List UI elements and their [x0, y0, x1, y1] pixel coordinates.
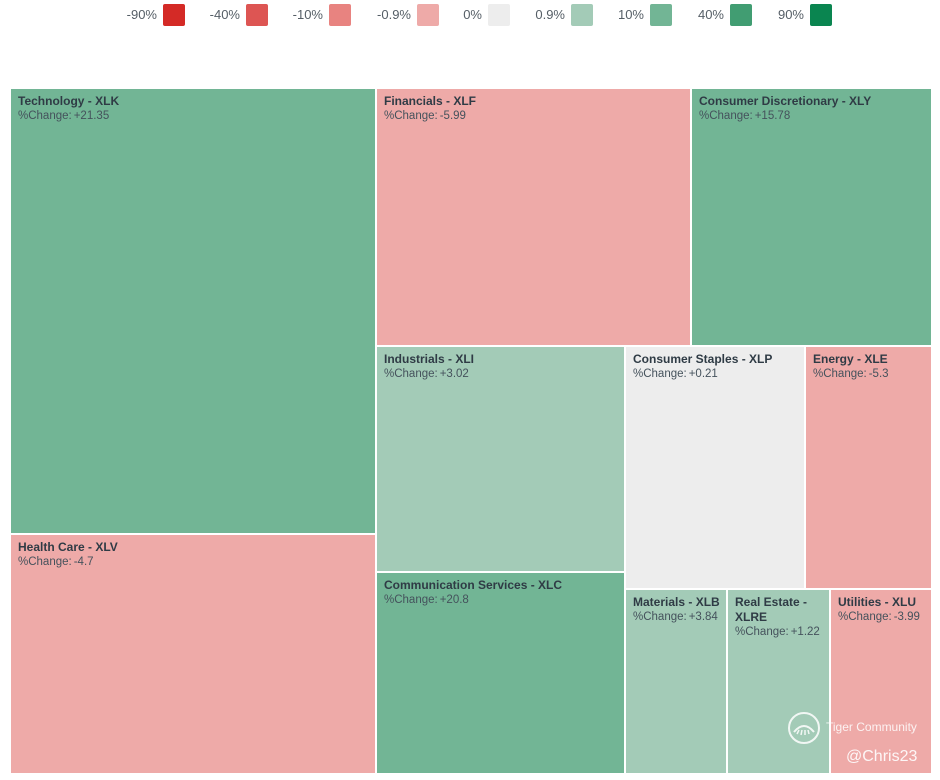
- tile-consumer-staples[interactable]: Consumer Staples - XLP %Change: +0.21: [625, 346, 805, 589]
- tile-name: Technology - XLK: [18, 94, 120, 108]
- change-label: %Change:: [633, 611, 687, 623]
- legend-label: -90%: [126, 7, 157, 22]
- tile-change: %Change: +15.78: [699, 109, 790, 123]
- legend-swatch: [417, 4, 439, 26]
- change-label: %Change:: [838, 611, 892, 623]
- tile-name: Materials - XLB: [633, 595, 720, 609]
- change-label: %Change:: [384, 594, 438, 606]
- change-value: -3.99: [893, 611, 920, 623]
- change-label: %Change:: [18, 556, 72, 568]
- change-value: +3.84: [688, 611, 718, 623]
- change-label: %Change:: [735, 626, 789, 638]
- legend-swatch: [329, 4, 351, 26]
- legend-item: 90%: [712, 4, 832, 26]
- legend-item: -0.9%: [319, 4, 439, 26]
- legend-label: -0.9%: [377, 7, 411, 22]
- legend-item: 40%: [632, 4, 752, 26]
- change-value: +0.21: [688, 368, 718, 380]
- watermark-handle: @Chris23: [846, 748, 918, 765]
- change-label: %Change:: [699, 110, 753, 122]
- tile-change: %Change: -3.99: [838, 610, 920, 624]
- legend-label: 0.9%: [535, 7, 565, 22]
- legend-label: 10%: [617, 7, 644, 22]
- legend-item: -90%: [65, 4, 185, 26]
- tile-change: %Change: +20.8: [384, 593, 469, 607]
- tile-name: Communication Services - XLC: [384, 578, 563, 592]
- legend-swatch: [810, 4, 832, 26]
- legend-label: 0%: [463, 7, 482, 22]
- tile-consumer-discretionary[interactable]: Consumer Discretionary - XLY %Change: +15…: [691, 88, 932, 346]
- change-label: %Change:: [813, 368, 867, 380]
- color-legend: -90% -40% -10% -0.9% 0% 0.9% 10% 40% 90%: [0, 0, 940, 32]
- tile-change: %Change: +21.35: [18, 109, 109, 123]
- legend-swatch: [488, 4, 510, 26]
- tile-utilities[interactable]: Utilities - XLU %Change: -3.99: [830, 589, 932, 774]
- legend-item: 0%: [390, 4, 510, 26]
- change-value: +21.35: [73, 110, 110, 122]
- legend-label: -10%: [292, 7, 323, 22]
- tile-name: Consumer Discretionary - XLY: [699, 94, 872, 108]
- tile-real-estate[interactable]: Real Estate - XLRE %Change: +1.22: [727, 589, 830, 774]
- tile-name: Utilities - XLU: [838, 595, 917, 609]
- tile-name: Real Estate - XLRE: [735, 595, 808, 624]
- tile-change: %Change: -5.3: [813, 367, 889, 381]
- tile-energy[interactable]: Energy - XLE %Change: -5.3: [805, 346, 932, 589]
- legend-swatch: [246, 4, 268, 26]
- change-value: +20.8: [439, 594, 469, 606]
- legend-label: -40%: [209, 7, 240, 22]
- tile-industrials[interactable]: Industrials - XLI %Change: +3.02: [376, 346, 625, 572]
- tile-change: %Change: -4.7: [18, 555, 94, 569]
- legend-item: 0.9%: [473, 4, 593, 26]
- change-label: %Change:: [384, 368, 438, 380]
- change-value: +15.78: [754, 110, 791, 122]
- change-label: %Change:: [18, 110, 72, 122]
- tile-financials[interactable]: Financials - XLF %Change: -5.99: [376, 88, 691, 346]
- tile-materials[interactable]: Materials - XLB %Change: +3.84: [625, 589, 727, 774]
- tile-name: Financials - XLF: [384, 94, 477, 108]
- change-label: %Change:: [633, 368, 687, 380]
- change-value: -5.99: [439, 110, 466, 122]
- tile-health-care[interactable]: Health Care - XLV %Change: -4.7: [10, 534, 376, 774]
- legend-swatch: [571, 4, 593, 26]
- change-value: +3.02: [439, 368, 469, 380]
- tile-name: Energy - XLE: [813, 352, 888, 366]
- legend-item: -10%: [231, 4, 351, 26]
- legend-item: -40%: [148, 4, 268, 26]
- tile-name: Industrials - XLI: [384, 352, 475, 366]
- tile-name: Health Care - XLV: [18, 540, 118, 554]
- legend-swatch: [163, 4, 185, 26]
- watermark: Tiger Community @Chris23: [784, 708, 934, 778]
- legend-swatch: [650, 4, 672, 26]
- change-value: -5.3: [868, 368, 889, 380]
- tile-technology[interactable]: Technology - XLK %Change: +21.35: [10, 88, 376, 534]
- tile-change: %Change: +3.84: [633, 610, 718, 624]
- tile-communication-services[interactable]: Communication Services - XLC %Change: +20…: [376, 572, 625, 774]
- legend-label: 90%: [777, 7, 804, 22]
- tile-change: %Change: +0.21: [633, 367, 718, 381]
- change-label: %Change:: [384, 110, 438, 122]
- watermark-brand: Tiger Community: [826, 720, 917, 734]
- tile-change: %Change: -5.99: [384, 109, 466, 123]
- tile-change: %Change: +3.02: [384, 367, 469, 381]
- legend-swatch: [730, 4, 752, 26]
- tile-name: Consumer Staples - XLP: [633, 352, 773, 366]
- tile-change: %Change: +1.22: [735, 625, 820, 639]
- legend-item: 10%: [552, 4, 672, 26]
- change-value: +1.22: [790, 626, 820, 638]
- sector-treemap: Technology - XLK %Change: +21.35 Health C…: [10, 88, 932, 774]
- tiger-logo-icon: [788, 712, 820, 744]
- change-value: -4.7: [73, 556, 94, 568]
- legend-label: 40%: [697, 7, 724, 22]
